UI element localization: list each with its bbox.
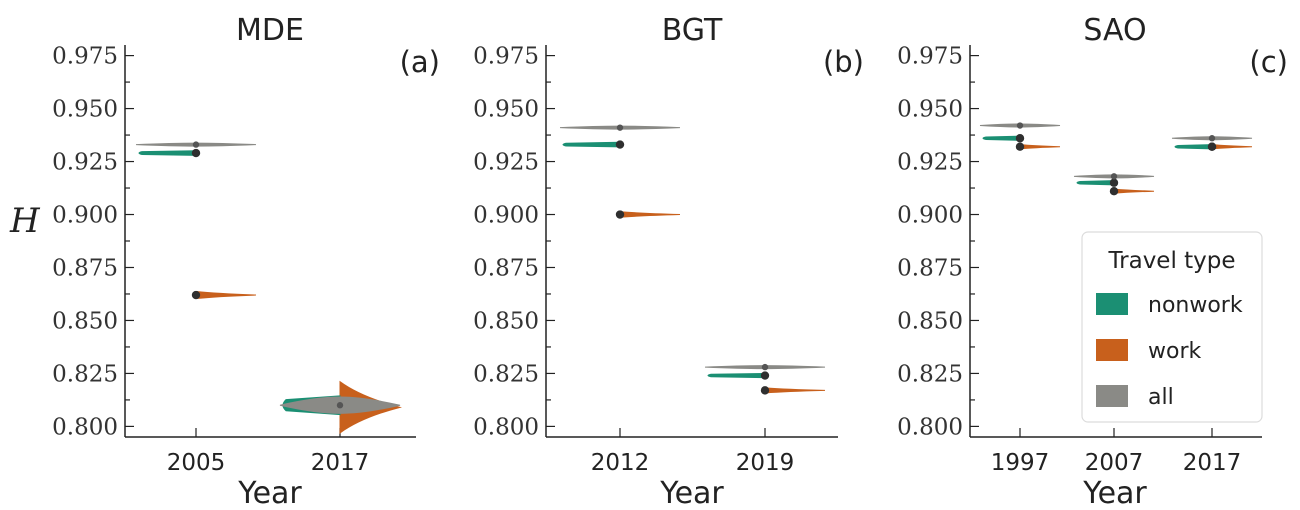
panel-mde: MDE (a) Year 0.800 0.825 0.850 0.875 0.900 0.… <box>52 13 440 510</box>
y-tick-label: 0.875 <box>473 255 539 281</box>
y-tick-label: 0.850 <box>52 308 118 334</box>
violin-nonwork <box>138 150 197 156</box>
violin-work <box>1211 144 1253 150</box>
violin-nonwork <box>982 135 1021 141</box>
panel-tag-c: (c) <box>1249 45 1288 79</box>
y-tick-label: 0.975 <box>897 44 963 70</box>
median-marker-nonwork <box>1015 134 1025 143</box>
median-marker-work <box>1015 142 1025 151</box>
median-marker-all <box>1016 122 1024 129</box>
legend-label-all: all <box>1148 385 1174 410</box>
legend-swatch-all <box>1096 385 1128 407</box>
violin-work <box>1019 144 1061 150</box>
violin-nonwork <box>1076 180 1115 186</box>
y-tick-label: 0.850 <box>897 308 963 334</box>
median-marker-work <box>191 290 201 300</box>
y-tick-label: 0.825 <box>473 361 539 387</box>
legend-title: Travel type <box>1107 248 1235 274</box>
y-tick-label: 0.925 <box>897 150 963 176</box>
x-axis-label-bgt: Year <box>659 476 724 510</box>
legend-label-work: work <box>1148 339 1201 364</box>
panel-title-mde: MDE <box>236 13 304 48</box>
panel-tag-b: (b) <box>823 45 864 79</box>
median-marker-all <box>336 402 344 409</box>
x-axis-label-mde: Year <box>237 476 302 510</box>
median-marker-nonwork <box>760 371 770 380</box>
panel-sao: SAO (c) Year 0.800 0.825 0.850 0.875 0.900 0.… <box>897 13 1288 510</box>
violin-nonwork <box>1174 144 1213 150</box>
median-marker-all <box>616 124 624 131</box>
y-tick-label: 0.900 <box>897 203 963 229</box>
median-marker-work <box>1109 187 1119 196</box>
y-tick-label: 0.850 <box>473 308 539 334</box>
panel-title-sao: SAO <box>1083 13 1146 48</box>
y-tick-label: 0.875 <box>897 255 963 281</box>
x-axis-label-sao: Year <box>1082 476 1147 510</box>
y-tick-label: 0.975 <box>52 44 118 70</box>
y-tick-label: 0.900 <box>473 203 539 229</box>
y-tick-label: 0.825 <box>52 361 118 387</box>
median-marker-nonwork <box>1207 142 1217 151</box>
median-marker-nonwork <box>191 148 201 158</box>
violin-work <box>764 387 826 394</box>
legend-swatch-work <box>1096 339 1128 361</box>
median-marker-all <box>761 363 769 371</box>
median-marker-nonwork <box>1109 178 1119 187</box>
x-tick-label: 2017 <box>311 450 370 476</box>
violin-work <box>1113 188 1155 194</box>
median-marker-work <box>615 210 625 219</box>
panel-bgt: BGT (b) Year 0.800 0.825 0.850 0.875 0.900 0.… <box>473 13 864 510</box>
legend: Travel type nonwork work all <box>1081 231 1263 423</box>
y-tick-label: 0.975 <box>473 44 539 70</box>
x-tick-label: 2019 <box>736 450 795 476</box>
y-tick-label: 0.950 <box>897 97 963 123</box>
violin-work <box>619 211 681 218</box>
violin-nonwork <box>707 372 766 379</box>
y-axis-label: H <box>9 201 41 241</box>
median-marker-nonwork <box>615 140 625 149</box>
median-marker-all <box>1208 135 1216 142</box>
violin-nonwork <box>562 141 621 148</box>
x-tick-label: 1997 <box>991 450 1050 476</box>
x-tick-label: 2005 <box>167 450 226 476</box>
y-tick-label: 0.800 <box>473 414 539 440</box>
panel-title-bgt: BGT <box>662 13 723 48</box>
legend-swatch-nonwork <box>1096 293 1128 315</box>
median-marker-work <box>760 386 770 395</box>
y-tick-label: 0.950 <box>52 97 118 123</box>
y-tick-label: 0.925 <box>473 150 539 176</box>
y-tick-label: 0.825 <box>897 361 963 387</box>
y-tick-label: 0.800 <box>52 414 118 440</box>
panel-tag-a: (a) <box>400 45 440 79</box>
y-tick-label: 0.950 <box>473 97 539 123</box>
violin-work <box>195 290 257 300</box>
y-tick-label: 0.875 <box>52 255 118 281</box>
median-marker-all <box>1110 173 1118 180</box>
y-tick-label: 0.800 <box>897 414 963 440</box>
median-marker-all <box>192 141 200 148</box>
legend-label-nonwork: nonwork <box>1148 293 1243 318</box>
x-tick-label: 2007 <box>1085 450 1144 476</box>
x-tick-label: 2017 <box>1183 450 1242 476</box>
legend-frame <box>1081 231 1263 423</box>
y-tick-label: 0.925 <box>52 150 118 176</box>
y-tick-label: 0.900 <box>52 203 118 229</box>
x-tick-label: 2012 <box>591 450 650 476</box>
